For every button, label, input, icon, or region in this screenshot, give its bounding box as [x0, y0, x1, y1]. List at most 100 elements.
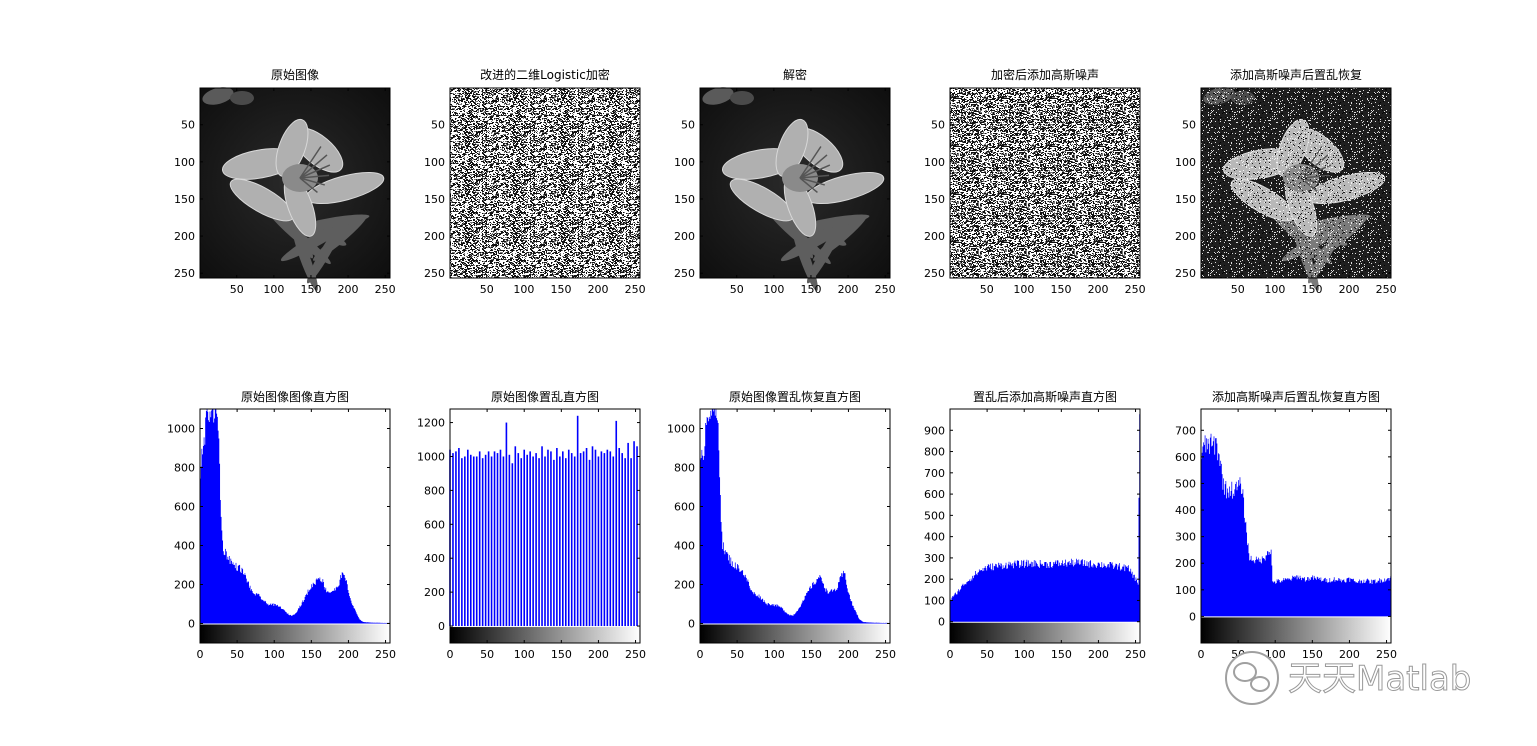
y-tick-label: 0	[188, 618, 195, 631]
y-tick-label: 600	[174, 501, 195, 514]
y-tick-label: 150	[174, 193, 195, 206]
y-tick-label: 200	[424, 586, 445, 599]
histogram-bar	[576, 415, 579, 627]
panel-title: 添加高斯噪声后置乱恢复	[1230, 67, 1362, 82]
y-tick-label: 100	[924, 156, 945, 169]
x-tick-label: 200	[338, 283, 359, 296]
x-tick-label: 0	[697, 648, 704, 661]
axes-frame	[949, 408, 1141, 644]
encrypted-image	[950, 88, 1140, 278]
gray-colorbar	[200, 624, 390, 643]
histogram-bar	[520, 458, 523, 627]
x-tick-label: 0	[1198, 648, 1205, 661]
histogram-bar	[452, 453, 454, 627]
histogram-bar	[475, 456, 478, 627]
y-tick-label: 50	[181, 119, 195, 132]
histogram-bar	[499, 449, 502, 627]
y-tick-label: 250	[1175, 267, 1196, 280]
x-tick-label: 50	[980, 648, 994, 661]
histogram-bar	[472, 456, 475, 627]
y-tick-label: 50	[931, 119, 945, 132]
leaf-shape	[202, 87, 234, 105]
x-tick-label: 250	[375, 648, 396, 661]
x-tick-label: 50	[480, 283, 494, 296]
stamen-line	[299, 177, 325, 186]
histogram-bar	[532, 456, 534, 627]
x-tick-label: 100	[514, 648, 535, 661]
y-tick-label: 100	[1175, 584, 1196, 597]
histogram-bar	[567, 449, 570, 627]
y-tick-label: 100	[924, 594, 945, 607]
x-tick-label: 100	[263, 283, 284, 296]
x-tick-label: 0	[947, 648, 954, 661]
histogram-bar	[487, 451, 490, 627]
histogram-bar	[594, 449, 597, 627]
x-tick-label: 100	[1013, 283, 1034, 296]
y-tick-label: 100	[674, 156, 695, 169]
y-tick-label: 900	[924, 424, 945, 437]
watermark-text: 天天Matlab	[1288, 659, 1471, 699]
y-tick-label: 400	[1175, 504, 1196, 517]
petal-shape	[275, 118, 309, 178]
y-tick-label: 600	[924, 488, 945, 501]
chart-title: 置乱后添加高斯噪声直方图	[973, 389, 1117, 404]
histogram-bar	[464, 456, 466, 627]
histogram-bar	[478, 451, 481, 627]
y-tick-label: 800	[424, 484, 445, 497]
histogram-chart: 原始图像置乱直方图 0 50 100 150 200 250 0 200 400 600 800 100…	[417, 389, 646, 661]
y-tick-label: 600	[424, 518, 445, 531]
leaf-shape	[812, 215, 868, 261]
y-tick-label: 600	[1175, 451, 1196, 464]
histogram-bar	[573, 456, 576, 627]
gray-colorbar	[1201, 617, 1391, 643]
histogram-bar	[609, 451, 612, 627]
histogram-bar	[585, 448, 588, 627]
x-tick-label: 100	[1264, 283, 1285, 296]
y-tick-label: 1200	[417, 417, 445, 430]
histogram-bar	[526, 454, 528, 627]
y-tick-label: 200	[674, 579, 695, 592]
y-tick-label: 400	[924, 531, 945, 544]
y-tick-label: 800	[924, 446, 945, 459]
axes-frame	[1200, 87, 1392, 279]
y-tick-label: 150	[674, 193, 695, 206]
encrypted-image	[450, 88, 640, 278]
histogram-bar	[535, 453, 537, 627]
y-tick-label: 600	[674, 501, 695, 514]
x-tick-label: 100	[763, 283, 784, 296]
y-tick-label: 800	[174, 462, 195, 475]
x-tick-label: 250	[1125, 283, 1146, 296]
y-tick-label: 1000	[417, 450, 445, 463]
x-tick-label: 150	[1050, 283, 1071, 296]
histogram-bar	[455, 451, 457, 627]
y-tick-label: 250	[674, 267, 695, 280]
histogram-bar	[562, 451, 564, 627]
y-tick-label: 50	[431, 119, 445, 132]
histogram-bar	[523, 449, 526, 627]
histogram-bar	[538, 458, 540, 627]
axes-frame	[949, 87, 1141, 279]
y-tick-label: 100	[424, 156, 445, 169]
image-panel: 添加高斯噪声后置乱恢复 50 100 150 200 250 50 100 150 200 250	[1175, 67, 1397, 296]
y-tick-label: 700	[924, 467, 945, 480]
histogram-bar	[541, 446, 543, 627]
y-tick-label: 500	[924, 509, 945, 522]
leaf-shape	[230, 91, 254, 105]
y-tick-label: 100	[1175, 156, 1196, 169]
petal-shape	[775, 118, 809, 178]
histogram-bar	[556, 448, 558, 627]
histogram-bar	[550, 451, 552, 627]
gray-colorbar	[700, 624, 890, 643]
histogram-bar	[612, 456, 615, 627]
x-tick-label: 150	[1301, 283, 1322, 296]
stamen-line	[299, 164, 331, 179]
y-tick-label: 0	[1189, 610, 1196, 623]
stamen-line	[799, 146, 822, 179]
panel-title: 加密后添加高斯噪声	[991, 67, 1099, 82]
x-tick-label: 250	[1376, 648, 1397, 661]
stamen-line	[799, 177, 825, 186]
histogram-bars	[700, 409, 890, 624]
y-tick-label: 200	[674, 230, 695, 243]
